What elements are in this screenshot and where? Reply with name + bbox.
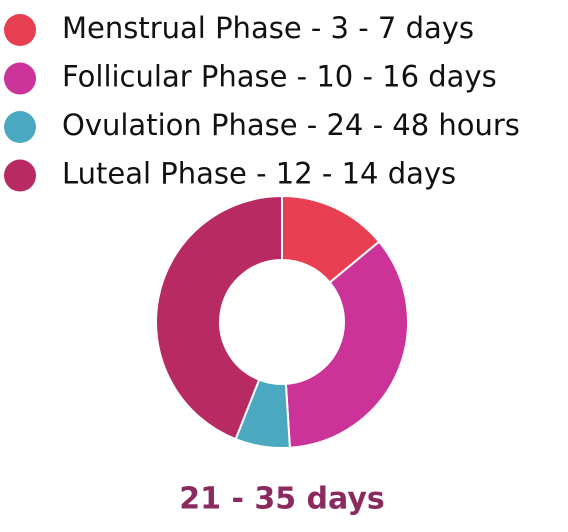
- annotation: 21 - 35 days: [179, 482, 385, 517]
- legend-swatch: [4, 14, 36, 46]
- legend-swatch: [4, 62, 36, 95]
- legend-swatch: [4, 111, 36, 143]
- legend-label: Luteal Phase - 12 - 14 days: [62, 157, 456, 191]
- donut-segment: [284, 240, 409, 449]
- legend-swatch: [4, 159, 36, 192]
- legend-label: Menstrual Phase - 3 - 7 days: [62, 11, 474, 45]
- legend-label: Ovulation Phase - 24 - 48 hours: [62, 108, 520, 142]
- donut-segment: [155, 194, 283, 441]
- legend-label: Follicular Phase - 10 - 16 days: [62, 60, 497, 94]
